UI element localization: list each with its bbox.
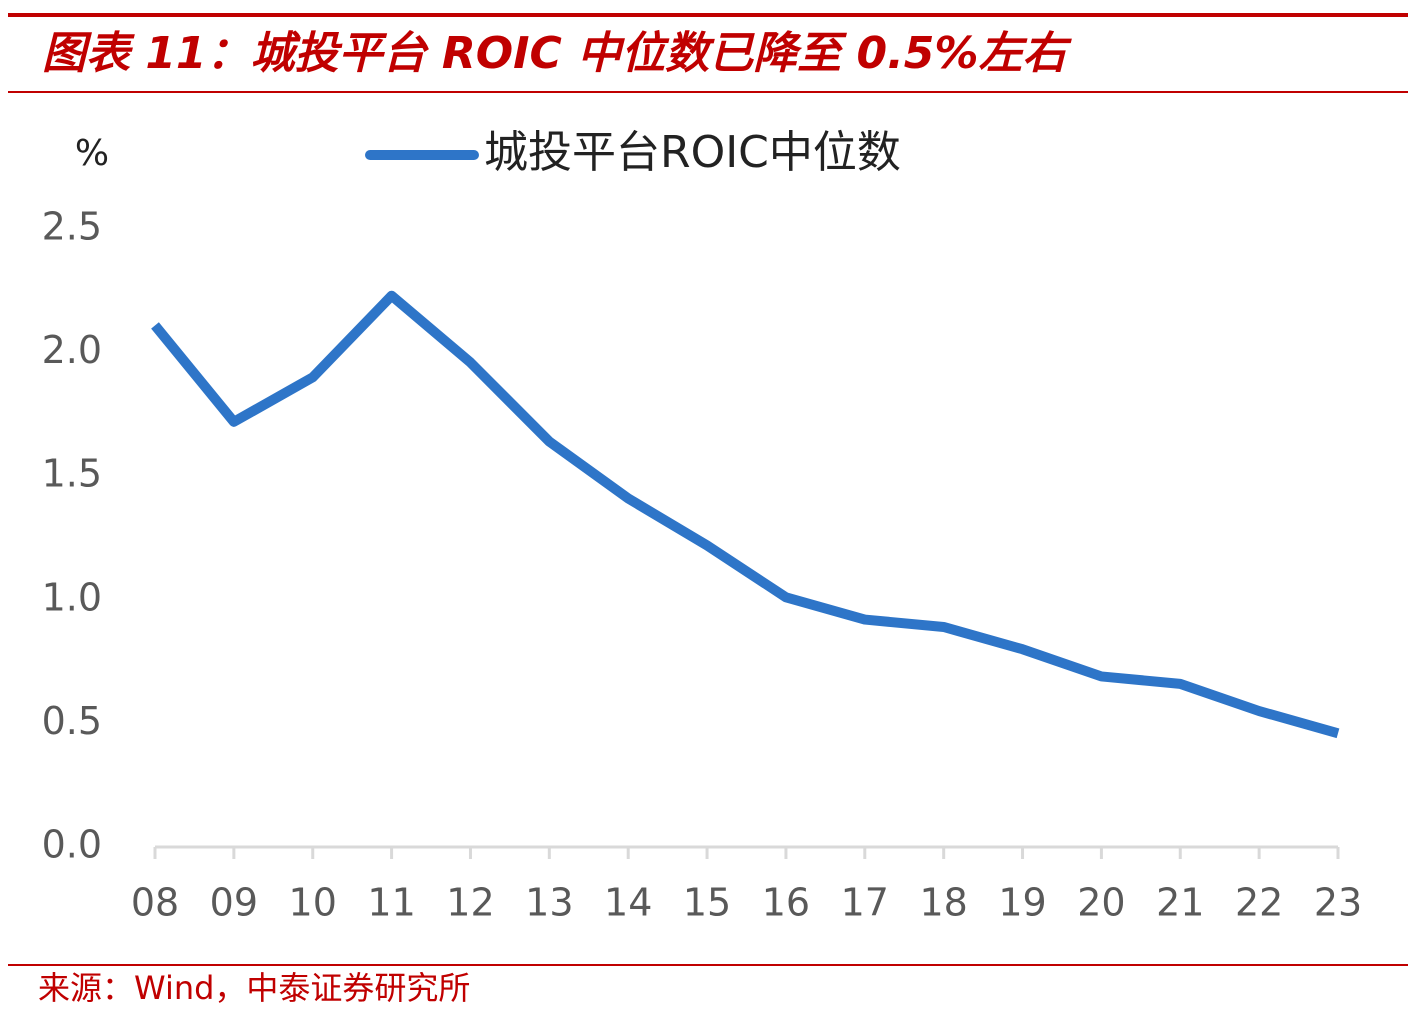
source-note: 来源：Wind，中泰证券研究所	[38, 969, 470, 1007]
x-tick-label: 14	[604, 881, 652, 925]
y-tick-label: 2.5	[42, 205, 102, 249]
x-tick-label: 15	[683, 881, 731, 925]
y-tick-label: 0.0	[42, 823, 102, 867]
x-tick-label: 16	[762, 881, 810, 925]
x-tick-label: 08	[131, 881, 179, 925]
x-tick-label: 22	[1235, 881, 1283, 925]
x-tick-label: 10	[289, 881, 337, 925]
x-tick-label: 21	[1156, 881, 1204, 925]
x-tick-label: 19	[998, 881, 1046, 925]
y-tick-label: 0.5	[42, 699, 102, 743]
data-line	[151, 290, 1340, 739]
x-tick-label: 17	[841, 881, 889, 925]
x-tick-label: 18	[919, 881, 967, 925]
figure-title: 图表 11：城投平台 ROIC 中位数已降至 0.5%左右	[42, 28, 1072, 79]
x-tick-label: 20	[1077, 881, 1125, 925]
y-tick-label: 1.5	[42, 452, 102, 496]
x-tick-label: 12	[446, 881, 494, 925]
y-tick-label: 2.0	[42, 328, 102, 372]
x-tick-label: 09	[210, 881, 258, 925]
x-tick-label: 23	[1314, 881, 1362, 925]
legend-label: 城投平台ROIC中位数	[484, 127, 901, 178]
y-unit-label: %	[75, 133, 109, 174]
x-tick-label: 11	[367, 881, 415, 925]
x-tick-label: 13	[525, 881, 573, 925]
y-tick-label: 1.0	[42, 575, 102, 619]
